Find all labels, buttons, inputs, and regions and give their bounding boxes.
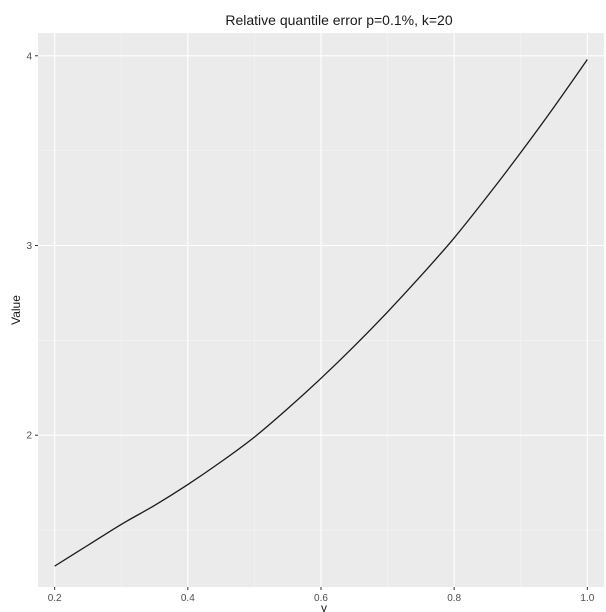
y-tick-label: 4 bbox=[26, 51, 32, 62]
x-tick-label: 0.6 bbox=[314, 593, 328, 604]
x-tick-label: 0.8 bbox=[447, 593, 461, 604]
series-line bbox=[54, 59, 588, 567]
y-axis-ticks: 2 3 4 bbox=[26, 51, 38, 442]
x-axis-ticks: 0.2 0.4 0.6 0.8 1.0 bbox=[48, 587, 595, 604]
major-gridlines bbox=[38, 33, 604, 587]
x-tick-label: 0.4 bbox=[181, 593, 195, 604]
y-tick-label: 3 bbox=[26, 241, 32, 252]
chart-title: Relative quantile error p=0.1%, k=20 bbox=[225, 12, 452, 28]
x-axis-label: γ bbox=[321, 601, 327, 612]
y-tick-label: 2 bbox=[26, 431, 32, 442]
x-tick-label: 0.2 bbox=[48, 593, 62, 604]
series-layer bbox=[54, 59, 588, 567]
y-axis-label: Value bbox=[9, 295, 23, 325]
x-tick-label: 1.0 bbox=[580, 593, 594, 604]
